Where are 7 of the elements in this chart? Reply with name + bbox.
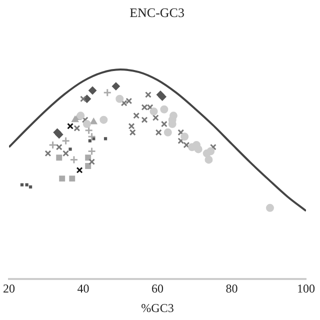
x-tick-label: 80 [226, 282, 238, 296]
x-tick-label: 60 [152, 282, 164, 296]
x-tick-label: 20 [3, 282, 15, 296]
x-tick-label: 40 [77, 282, 90, 296]
x-axis-title: %GC3 [141, 300, 174, 315]
chart-title: ENC-GC3 [130, 5, 184, 20]
x-tick-label: 100 [297, 282, 315, 296]
